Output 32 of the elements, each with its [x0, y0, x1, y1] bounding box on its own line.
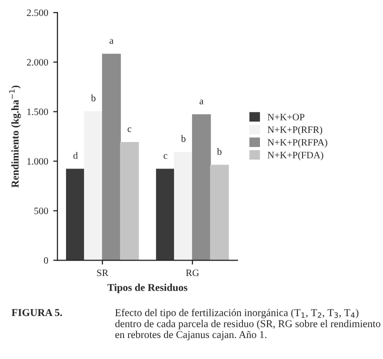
- x-tick-label: RG: [186, 270, 199, 276]
- legend-label: N+K+P(RFR): [268, 126, 322, 135]
- bar: [192, 114, 211, 260]
- y-tick-label: 0: [44, 257, 48, 264]
- legend-label: N+K+P(RFPA): [268, 138, 328, 148]
- y-tick-label: 1.500: [27, 108, 48, 116]
- bar: [174, 152, 193, 260]
- text: Efecto del tipo de fertilización inorgánica (T$_{1}$, T$_{2}$, T$_{3}$, T$_{4}$) dentro de cada parcela de residuo (SR, RG sobre el rendimiento en rebrotes de Cajanus cajan. Año 1.: [115, 308, 380, 340]
- bar: [102, 54, 121, 260]
- y-tick-label: 1.000: [27, 158, 48, 165]
- text: FIGURA 5.: [12, 309, 62, 316]
- y-tick-label: 500: [34, 208, 48, 214]
- annotation: a: [200, 100, 204, 104]
- x-tick-label: SR: [97, 270, 108, 276]
- bar: [66, 168, 85, 260]
- bar: [84, 111, 103, 260]
- annotation: d: [73, 152, 78, 159]
- annotation: b: [91, 94, 96, 102]
- annotation: b: [181, 135, 186, 142]
- annotation: c: [164, 154, 168, 159]
- legend-label: N+K+P(FDA): [268, 151, 324, 160]
- y-tick-label: 2.000: [26, 59, 48, 66]
- bar: [120, 142, 139, 260]
- annotation: c: [128, 127, 132, 132]
- x-axis-title: Tipos de Residuos: [107, 284, 188, 294]
- annotation: a: [110, 39, 114, 44]
- y-tick-label: 2.500: [26, 9, 48, 16]
- y-axis-title: Rendimiento (kg.ha$^{−1}$): [9, 86, 21, 188]
- legend-label: N+K+OP: [268, 114, 304, 120]
- bar: [210, 164, 229, 260]
- annotation: b: [217, 148, 222, 155]
- bar: [156, 168, 175, 260]
